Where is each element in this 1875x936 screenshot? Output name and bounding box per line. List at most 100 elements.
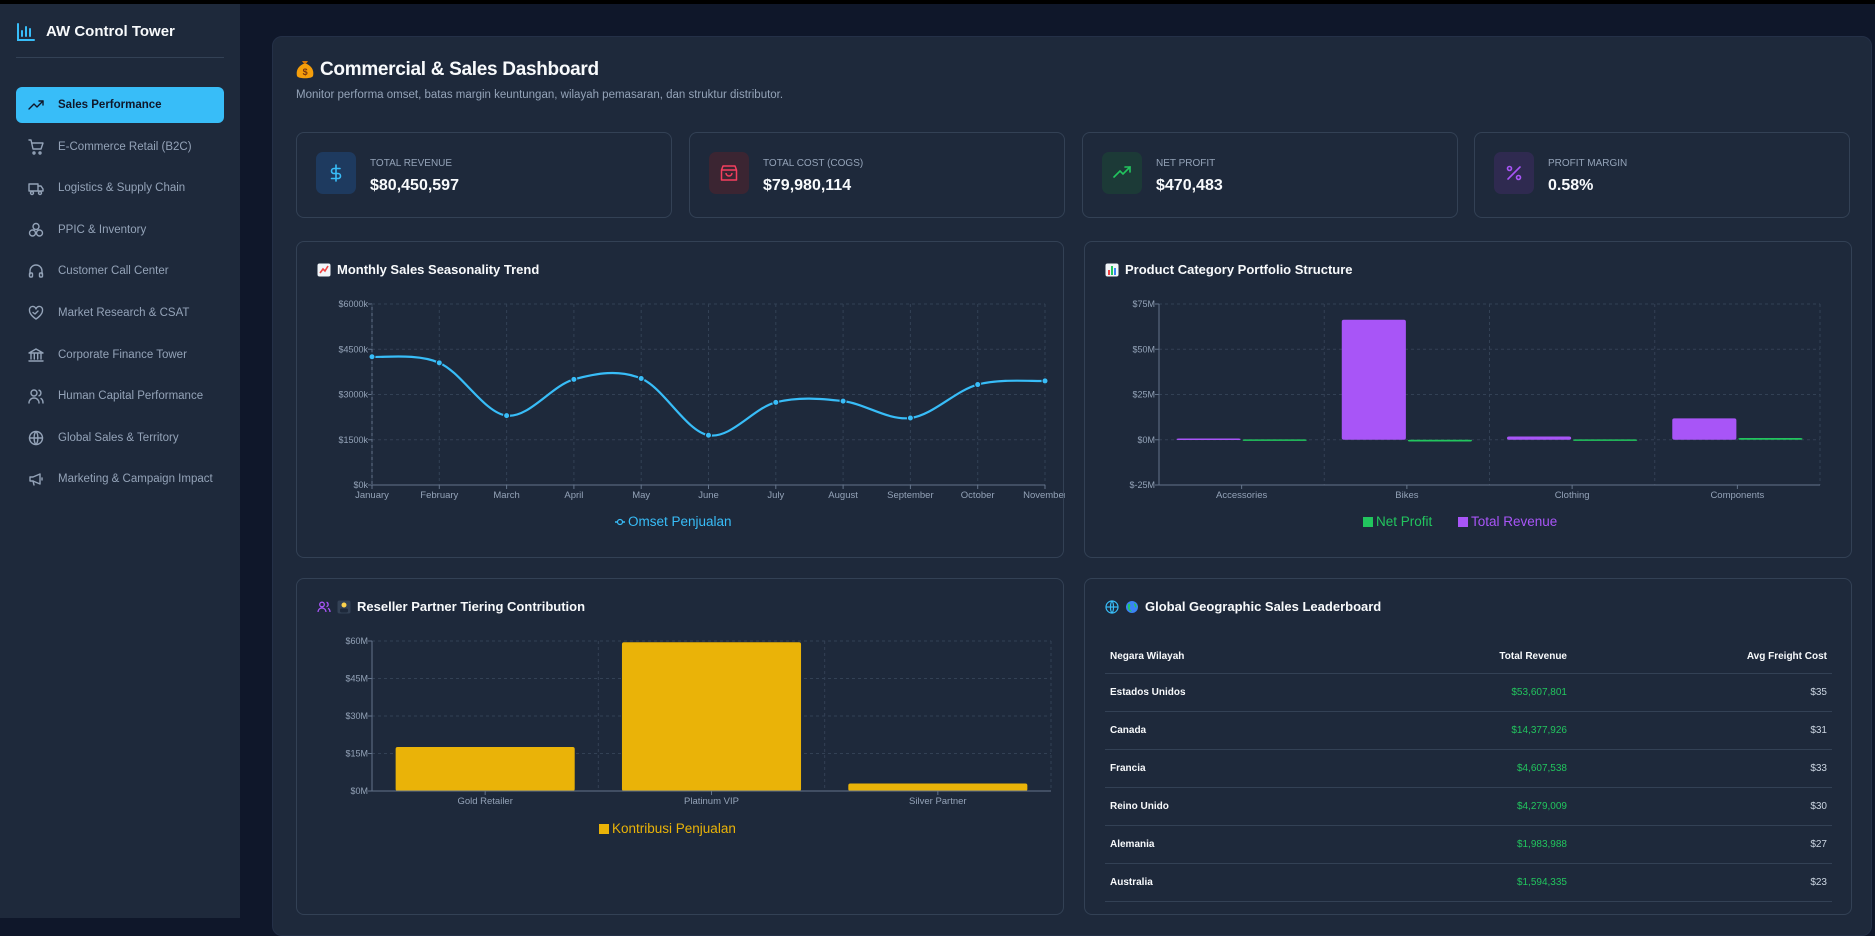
sidebar-item-label: Market Research & CSAT: [58, 306, 190, 319]
bar-kontribusi-penjualan: [848, 783, 1028, 791]
bar-net-profit: [1242, 439, 1307, 441]
users-icon: [28, 389, 44, 404]
monthly-sales-title: Monthly Sales Seasonality Trend: [317, 262, 539, 277]
kpi-label: Total Cost (COGS): [763, 158, 864, 169]
table-row: Reino Unido $4,279,009 $30: [1105, 787, 1832, 826]
column-header[interactable]: Negara Wilayah: [1105, 641, 1212, 674]
sidebar-item-customer-call-center[interactable]: Customer Call Center: [16, 253, 224, 289]
x-tick-label: January: [355, 490, 389, 501]
reseller-tiering-title-text: Reseller Partner Tiering Contribution: [357, 599, 586, 614]
y-tick-label: $30M: [345, 711, 368, 721]
users-icon: [317, 601, 331, 612]
y-tick-label: $3000k: [338, 390, 368, 400]
money-bag-icon: $: [296, 61, 314, 79]
country-cell: Reino Unido: [1105, 787, 1212, 826]
reseller-tiering-title: Reseller Partner Tiering Contribution: [317, 599, 585, 614]
x-tick-label: Gold Retailer: [457, 796, 512, 807]
sidebar-item-ppic-inventory[interactable]: PPIC & Inventory: [16, 212, 224, 248]
window-top-border: [0, 0, 1875, 4]
svg-text:$: $: [303, 67, 308, 77]
sidebar-item-label: Sales Performance: [58, 99, 162, 111]
table-row: Estados Unidos $53,607,801 $35: [1105, 673, 1832, 712]
x-tick-label: November: [1023, 490, 1065, 501]
x-tick-label: March: [493, 490, 519, 501]
globe-icon: [1105, 599, 1119, 614]
country-cell: Estados Unidos: [1105, 673, 1212, 712]
data-point: [435, 359, 443, 367]
sidebar-item-label: Corporate Finance Tower: [58, 348, 187, 361]
heart-handshake-icon: [28, 305, 44, 320]
cart-icon: [28, 138, 44, 155]
sidebar-item-label: Human Capital Performance: [58, 390, 204, 403]
kpi-card-total-cost-cogs: Total Cost (COGS) $79,980,114: [689, 132, 1065, 218]
revenue-cell: $53,607,801: [1212, 673, 1572, 712]
kpi-card-net-profit: Net Profit $470,483: [1082, 132, 1458, 218]
legend-swatch: [599, 824, 609, 834]
legend-label: Total Revenue: [1471, 514, 1557, 529]
bar-total-revenue: [1176, 438, 1241, 440]
data-point: [839, 397, 847, 405]
freight-cell: $35: [1572, 673, 1832, 712]
globe-icon: [28, 430, 44, 445]
x-tick-label: September: [887, 490, 933, 501]
page-title-text: Commercial & Sales Dashboard: [320, 59, 599, 80]
sidebar-item-global-sales-territory[interactable]: Global Sales & Territory: [16, 420, 224, 456]
freight-cell: $23: [1572, 863, 1832, 902]
y-tick-label: $1500k: [338, 435, 368, 445]
sidebar-item-e-commerce-retail-b2c[interactable]: E-Commerce Retail (B2C): [16, 129, 224, 165]
table-row: Australia $1,594,335 $23: [1105, 863, 1832, 902]
revenue-cell: $4,279,009: [1212, 787, 1572, 826]
x-tick-label: Clothing: [1555, 490, 1590, 501]
table-row: Canada $14,377,926 $31: [1105, 711, 1832, 750]
revenue-cell: $4,607,538: [1212, 749, 1572, 788]
category-portfolio-title-text: Product Category Portfolio Structure: [1125, 262, 1353, 277]
geo-leaderboard-table: Negara Wilayah Total Revenue Avg Freight C…: [1105, 641, 1832, 902]
freight-cell: $31: [1572, 711, 1832, 750]
bar-net-profit: [1407, 439, 1472, 442]
office-worker-icon: [337, 600, 351, 613]
geo-leaderboard-title-text: Global Geographic Sales Leaderboard: [1145, 599, 1382, 614]
column-header[interactable]: Total Revenue: [1212, 641, 1572, 674]
country-cell: Francia: [1105, 749, 1212, 788]
bar-chart-emoji-icon: [1105, 263, 1119, 276]
country-cell: Canada: [1105, 711, 1212, 750]
x-tick-label: May: [632, 490, 650, 501]
sidebar-item-label: Marketing & Campaign Impact: [58, 473, 213, 486]
category-portfolio-chart: $-25M $0M $25M $50M $75M Accessories Bikes Clot…: [1129, 299, 1821, 529]
data-point: [772, 398, 780, 406]
sidebar-item-marketing-campaign-impact[interactable]: Marketing & Campaign Impact: [16, 461, 224, 497]
truck-icon: [28, 183, 44, 196]
column-header[interactable]: Avg Freight Cost: [1572, 641, 1832, 674]
sidebar-nav: Sales Performance E-Commerce Retail (B2C)…: [16, 87, 224, 503]
sidebar-item-label: Global Sales & Territory: [58, 431, 179, 444]
x-tick-label: October: [961, 490, 995, 501]
data-point: [637, 375, 645, 383]
y-tick-label: $0M: [1137, 435, 1155, 445]
sidebar-item-corporate-finance-tower[interactable]: Corporate Finance Tower: [16, 337, 224, 373]
x-tick-label: August: [828, 490, 858, 501]
page-subtitle: Monitor performa omset, batas margin keu…: [296, 89, 784, 101]
page-title: $ Commercial & Sales Dashboard: [296, 59, 599, 81]
data-point: [906, 414, 914, 422]
trending-up-icon: [28, 100, 44, 110]
x-tick-label: Bikes: [1395, 490, 1418, 501]
bar-total-revenue: [1672, 418, 1737, 440]
y-tick-label: $4500k: [338, 344, 368, 354]
x-tick-label: Platinum VIP: [684, 796, 739, 807]
y-tick-label: $15M: [345, 749, 368, 759]
kpi-card-total-revenue: Total Revenue $80,450,597: [296, 132, 672, 218]
kpi-value: $79,980,114: [763, 177, 852, 194]
x-tick-label: June: [698, 490, 719, 501]
data-point: [570, 375, 578, 383]
sidebar-item-logistics-supply-chain[interactable]: Logistics & Supply Chain: [16, 170, 224, 206]
earth-emoji-icon: [1126, 600, 1138, 613]
x-tick-label: July: [767, 490, 784, 501]
freight-cell: $33: [1572, 749, 1832, 788]
kpi-value: $80,450,597: [370, 177, 459, 194]
sidebar-item-sales-performance[interactable]: Sales Performance: [16, 87, 224, 123]
data-point: [705, 431, 712, 439]
sidebar-item-market-research-csat[interactable]: Market Research & CSAT: [16, 295, 224, 331]
sidebar-item-human-capital-performance[interactable]: Human Capital Performance: [16, 378, 224, 414]
geo-leaderboard-title: Global Geographic Sales Leaderboard: [1105, 599, 1381, 614]
bar-kontribusi-penjualan: [395, 747, 575, 791]
